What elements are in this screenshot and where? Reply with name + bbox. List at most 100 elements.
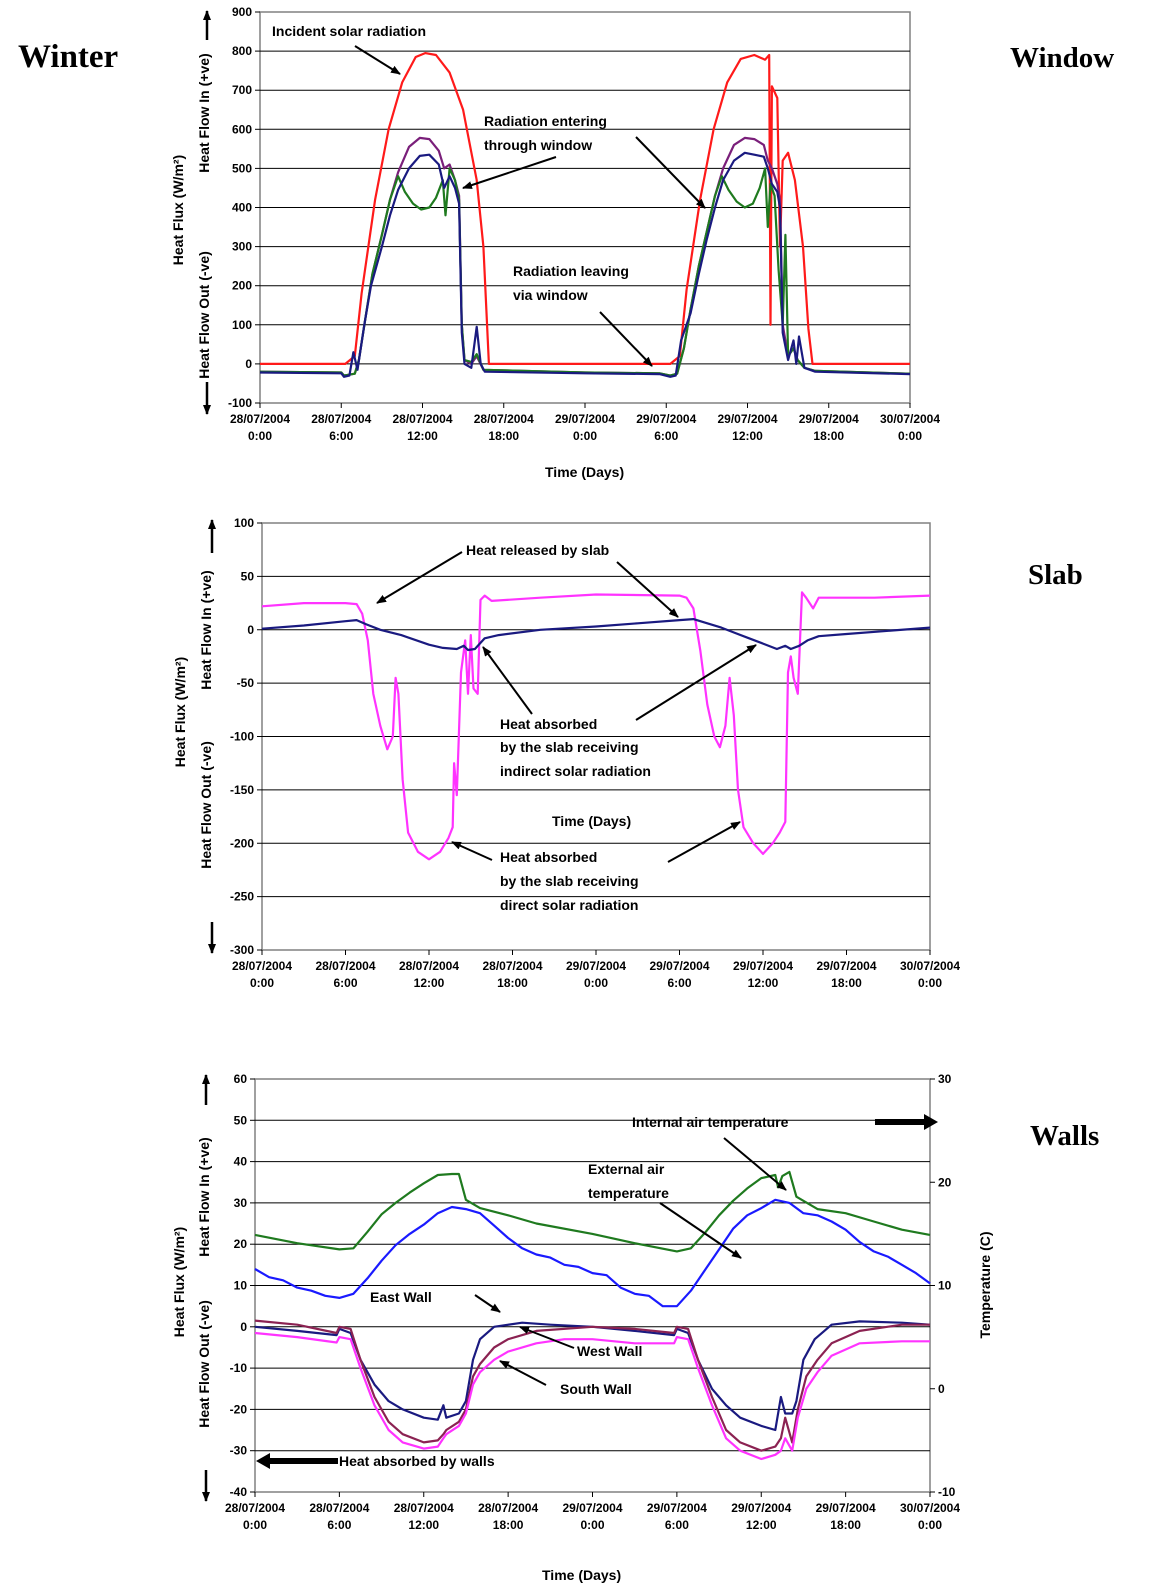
window-y-flux-label: Heat Flux (W/m²)	[170, 155, 186, 265]
x-tick-label-time: 6:00	[667, 976, 691, 990]
series-line-magenta	[261, 591, 931, 861]
annotation-west-wall: West Wall	[577, 1343, 642, 1359]
series-line-magenta	[254, 1331, 930, 1461]
slab-y-out-label: Heat Flow Out (-ve)	[198, 741, 214, 869]
y-tick-label: -300	[230, 943, 254, 957]
arrow-direct-left	[451, 841, 493, 861]
annotation-direct-3: direct solar radiation	[500, 897, 638, 913]
arrow-internal-air	[723, 1137, 787, 1191]
y-tick-label: 100	[234, 516, 254, 530]
right-y-tick-label: 30	[938, 1072, 952, 1086]
x-tick-label-time: 18:00	[497, 976, 528, 990]
window-y-out-label: Heat Flow Out (-ve)	[196, 251, 212, 379]
x-tick-label-date: 28/07/2004	[478, 1501, 538, 1515]
arrow-indirect-right	[635, 644, 757, 721]
x-tick-label-time: 18:00	[493, 1518, 524, 1532]
walls-y-axis-titles: Heat Flux (W/m²) Heat Flow Out (-ve) Hea…	[171, 1137, 212, 1427]
x-tick-label-time: 18:00	[813, 429, 844, 443]
right-y-tick-label: -10	[938, 1485, 956, 1499]
y-tick-label: -40	[230, 1485, 248, 1499]
walls-x-axis-title: Time (Days)	[542, 1567, 621, 1583]
y-tick-label: 0	[240, 1320, 247, 1334]
arrow-released-right	[616, 561, 679, 618]
walls-chart: -40 -30 -20 -10 0 10 20 30 40 50 60 -10 0 10 20 30 28/…	[171, 1072, 993, 1583]
x-tick-label-time: 12:00	[407, 429, 438, 443]
window-x-axis-title: Time (Days)	[545, 464, 624, 480]
annotation-radiation-leaving-2: via window	[513, 287, 588, 303]
x-tick-label-time: 6:00	[329, 429, 353, 443]
slab-chart: -300 -250 -200 -150 -100 -50 0 50 100 28/07/2004…	[172, 516, 960, 990]
y-tick-label: 700	[232, 83, 252, 97]
arrow-internal-head	[924, 1114, 938, 1130]
walls-series	[254, 1170, 931, 1461]
walls-y-in-label: Heat Flow In (+ve)	[196, 1137, 212, 1256]
annotation-direct-1: Heat absorbed	[500, 849, 597, 865]
x-tick-label-time: 0:00	[248, 429, 272, 443]
y-tick-label: 300	[232, 240, 252, 254]
x-tick-label-time: 12:00	[408, 1518, 439, 1532]
x-tick-label-date: 29/07/2004	[649, 959, 709, 973]
x-tick-label-time: 6:00	[654, 429, 678, 443]
y-tick-label: 200	[232, 279, 252, 293]
y-tick-label: -100	[230, 730, 254, 744]
y-tick-label: -150	[230, 783, 254, 797]
annotation-radiation-entering-2: through window	[484, 137, 592, 153]
side-label-window: Window	[1010, 42, 1114, 74]
y-tick-label: 900	[232, 5, 252, 19]
side-label-slab: Slab	[1028, 559, 1083, 591]
y-tick-label: 0	[245, 357, 252, 371]
right-y-tick-label: 10	[938, 1279, 952, 1293]
x-tick-label-date: 28/07/2004	[392, 412, 452, 426]
window-series	[259, 51, 911, 378]
x-tick-label-date: 29/07/2004	[636, 412, 696, 426]
x-tick-label-time: 6:00	[665, 1518, 689, 1532]
x-tick-label-date: 28/07/2004	[232, 959, 292, 973]
x-tick-label-date: 29/07/2004	[566, 959, 626, 973]
x-tick-label-time: 0:00	[898, 429, 922, 443]
x-tick-label-time: 0:00	[243, 1518, 267, 1532]
arrow-incident-solar	[354, 45, 401, 75]
slab-y-in-label: Heat Flow In (+ve)	[198, 570, 214, 689]
arrow-leaving	[599, 311, 653, 367]
annotation-external-air-2: temperature	[588, 1185, 669, 1201]
x-tick-label-date: 30/07/2004	[880, 412, 940, 426]
window-y-in-label: Heat Flow In (+ve)	[196, 53, 212, 172]
right-y-tick-label: 0	[938, 1382, 945, 1396]
x-tick-label-date: 29/07/2004	[562, 1501, 622, 1515]
y-tick-label: 100	[232, 318, 252, 332]
annotation-radiation-entering-1: Radiation entering	[484, 113, 607, 129]
x-tick-label-time: 0:00	[918, 976, 942, 990]
y-tick-label: 400	[232, 201, 252, 215]
x-tick-label-date: 28/07/2004	[309, 1501, 369, 1515]
x-tick-label-date: 30/07/2004	[900, 959, 960, 973]
annotation-south-wall: South Wall	[560, 1381, 632, 1397]
y-tick-label: 30	[234, 1196, 248, 1210]
x-tick-label-date: 29/07/2004	[647, 1501, 707, 1515]
x-tick-label-date: 29/07/2004	[731, 1501, 791, 1515]
annotation-incident-solar: Incident solar radiation	[272, 23, 426, 39]
annotation-radiation-leaving-1: Radiation leaving	[513, 263, 629, 279]
x-tick-label-date: 28/07/2004	[399, 959, 459, 973]
arrow-absorbed-head	[256, 1453, 270, 1469]
x-tick-label-date: 29/07/2004	[733, 959, 793, 973]
annotation-east-wall: East Wall	[370, 1289, 432, 1305]
y-tick-label: 10	[234, 1279, 248, 1293]
annotation-heat-released: Heat released by slab	[466, 542, 609, 558]
x-tick-label-time: 0:00	[250, 976, 274, 990]
arrow-west-wall	[519, 1326, 575, 1349]
x-tick-label-time: 18:00	[831, 976, 862, 990]
slab-y-flux-label: Heat Flux (W/m²)	[172, 657, 188, 767]
series-line-maroon	[254, 1319, 930, 1452]
x-tick-label-date: 30/07/2004	[900, 1501, 960, 1515]
y-tick-label: 40	[234, 1155, 248, 1169]
y-tick-label: 800	[232, 44, 252, 58]
walls-x-ticks: 28/07/2004 0:00 28/07/2004 6:00 28/07/2004 12…	[225, 1492, 960, 1532]
series-line-green	[254, 1170, 931, 1253]
x-tick-label-time: 0:00	[580, 1518, 604, 1532]
x-tick-label-time: 18:00	[830, 1518, 861, 1532]
x-tick-label-date: 28/07/2004	[394, 1501, 454, 1515]
annotation-indirect-2: by the slab receiving	[500, 739, 639, 755]
y-tick-label: 60	[234, 1072, 248, 1086]
x-tick-label-date: 28/07/2004	[311, 412, 371, 426]
